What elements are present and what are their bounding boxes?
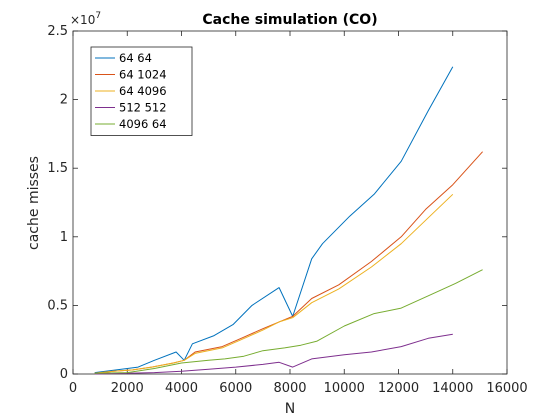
- x-tick-label: 0: [69, 381, 77, 396]
- chart-title: Cache simulation (CO): [202, 12, 377, 28]
- legend-label: 64 64: [119, 51, 152, 65]
- y-axis-multiplier-base: ×10: [70, 13, 95, 27]
- y-tick-label: 0: [60, 367, 68, 382]
- x-tick-label: 2000: [111, 381, 144, 396]
- series-line-512-512: [94, 333, 453, 375]
- series-line-64-64: [94, 66, 454, 374]
- legend: 64 64 64 1024 64 4096 512 512 4096 64: [90, 46, 193, 136]
- y-axis-multiplier-exponent: 7: [95, 11, 101, 21]
- x-tick-label: 4000: [165, 381, 198, 396]
- legend-label: 4096 64: [119, 117, 167, 131]
- x-tick-label: 8000: [273, 381, 306, 396]
- y-tick-label: 2.5: [47, 24, 68, 39]
- y-tick-label: 0.5: [47, 298, 68, 313]
- legend-label: 64 1024: [119, 68, 167, 82]
- legend-label: 64 4096: [119, 84, 167, 98]
- x-tick-label: 16000: [486, 381, 527, 396]
- x-tick-label: 6000: [219, 381, 252, 396]
- x-axis-label: N: [285, 401, 295, 417]
- y-tick-label: 1.5: [47, 161, 68, 176]
- legend-label: 512 512: [119, 101, 167, 115]
- x-tick-label: 12000: [378, 381, 419, 396]
- y-axis-label: cache misses: [26, 156, 42, 250]
- y-axis-multiplier: ×107: [70, 11, 101, 27]
- x-tick-label: 10000: [324, 381, 365, 396]
- y-tick-label: 1: [60, 230, 68, 245]
- series-line-64-4096: [94, 193, 454, 374]
- x-tick-label: 14000: [432, 381, 473, 396]
- y-tick-label: 2: [60, 93, 68, 108]
- series-group: [94, 66, 483, 375]
- series-line-4096-64: [94, 269, 483, 374]
